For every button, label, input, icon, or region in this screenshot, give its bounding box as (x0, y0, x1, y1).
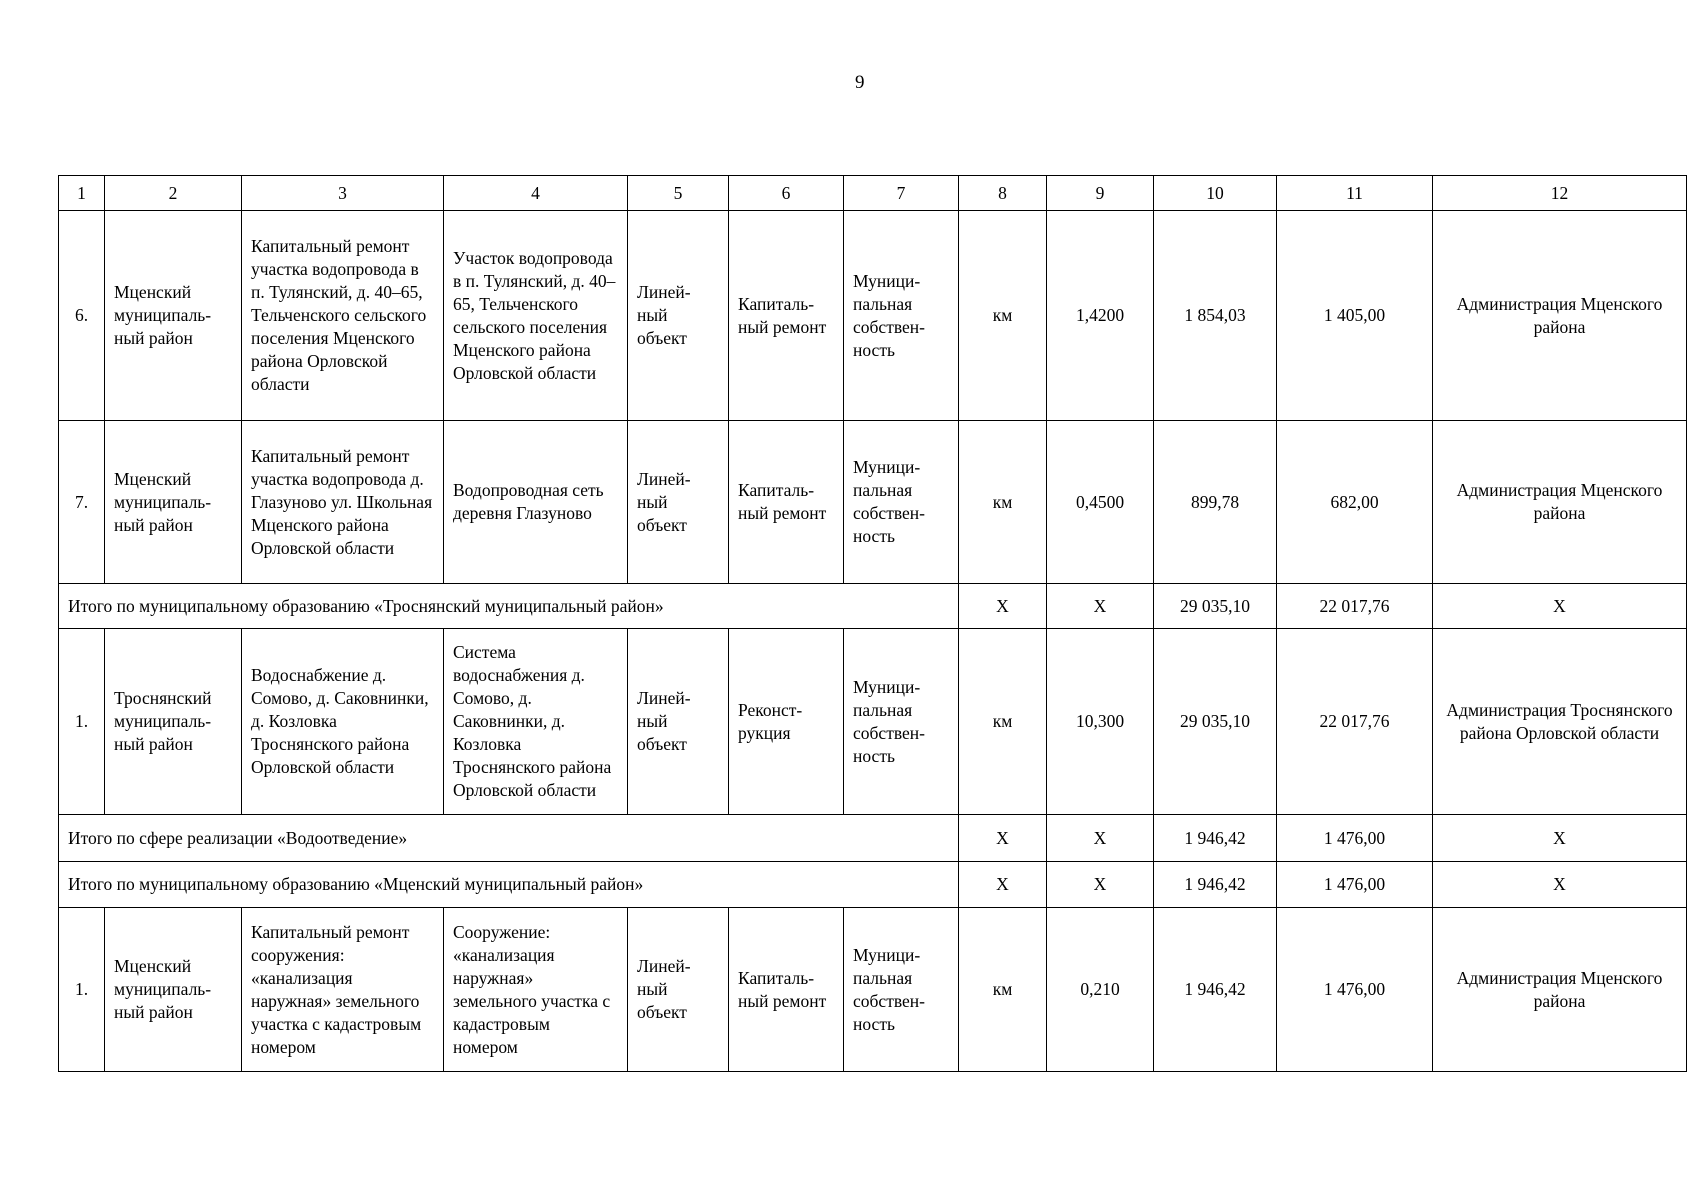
table-cell: Муници-пальная собствен-ность (843, 628, 959, 815)
total-cell: Х (1046, 583, 1154, 629)
table-row: 1. Мценский муниципаль-ный район Капитальн… (58, 907, 1687, 1072)
table-cell: 1 946,42 (1153, 907, 1277, 1072)
column-header: 5 (627, 175, 729, 211)
table-row: 6. Мценский муниципаль-ный район Капитальн… (58, 210, 1687, 421)
table-cell: 1. (58, 907, 105, 1072)
total-cell: Х (1046, 861, 1154, 908)
table-cell: Капитальный ремонт участка водопровода д… (241, 420, 444, 584)
table-cell: Линей-ный объект (627, 628, 729, 815)
table-cell: км (958, 628, 1047, 815)
table-cell: Линей-ный объект (627, 210, 729, 421)
table-cell: Мценский муниципаль-ный район (104, 210, 242, 421)
page-number: 9 (855, 72, 865, 93)
table-cell: 1,4200 (1046, 210, 1154, 421)
table-cell: 0,4500 (1046, 420, 1154, 584)
table-cell: Муници-пальная собствен-ность (843, 420, 959, 584)
header-row: 1 2 3 4 5 6 7 8 9 10 11 12 (58, 175, 1687, 211)
total-cell: 1 476,00 (1276, 861, 1433, 908)
total-row: Итого по муниципальному образованию «Мце… (58, 861, 1687, 908)
table-cell: Капиталь-ный ремонт (728, 907, 844, 1072)
total-cell: 1 476,00 (1276, 814, 1433, 862)
table-cell: Водопроводная сеть деревня Глазуново (443, 420, 628, 584)
table-cell: Администрация Мценского района (1432, 907, 1687, 1072)
total-label: Итого по муниципальному образованию «Тро… (58, 583, 959, 629)
table-cell: Линей-ный объект (627, 907, 729, 1072)
data-table: 1 2 3 4 5 6 7 8 9 10 11 12 6. Мценский муниципаль-ный… (58, 175, 1687, 1072)
column-header: 1 (58, 175, 105, 211)
table-cell: 7. (58, 420, 105, 584)
total-cell: Х (1432, 814, 1687, 862)
table-row: 1. Троснянский муниципаль-ный район Водосн… (58, 628, 1687, 815)
total-cell: Х (1432, 861, 1687, 908)
table-cell: км (958, 420, 1047, 584)
table-cell: Реконст-рукция (728, 628, 844, 815)
table-cell: Сооружение: «канализация наружная» земел… (443, 907, 628, 1072)
total-cell: 22 017,76 (1276, 583, 1433, 629)
table-cell: км (958, 907, 1047, 1072)
table-cell: Муници-пальная собствен-ность (843, 907, 959, 1072)
table-cell: 1 854,03 (1153, 210, 1277, 421)
table-cell: 1 476,00 (1276, 907, 1433, 1072)
column-header: 6 (728, 175, 844, 211)
table-cell: Мценский муниципаль-ный район (104, 420, 242, 584)
table-cell: Администрация Мценского района (1432, 420, 1687, 584)
total-cell: Х (1046, 814, 1154, 862)
table-cell: 22 017,76 (1276, 628, 1433, 815)
table-cell: Мценский муниципаль-ный район (104, 907, 242, 1072)
table-cell: Капиталь-ный ремонт (728, 210, 844, 421)
table-cell: 29 035,10 (1153, 628, 1277, 815)
table-cell: 1. (58, 628, 105, 815)
total-label: Итого по муниципальному образованию «Мце… (58, 861, 959, 908)
total-row: Итого по сфере реализации «Водоотведение… (58, 814, 1687, 862)
table-cell: Капитальный ремонт участка водопровода в… (241, 210, 444, 421)
column-header: 9 (1046, 175, 1154, 211)
table-cell: Троснянский муниципаль-ный район (104, 628, 242, 815)
table-cell: 899,78 (1153, 420, 1277, 584)
total-row: Итого по муниципальному образованию «Тро… (58, 583, 1687, 629)
table-cell: Система водоснабжения д. Сомово, д. Сако… (443, 628, 628, 815)
column-header: 2 (104, 175, 242, 211)
column-header: 12 (1432, 175, 1687, 211)
total-label: Итого по сфере реализации «Водоотведение… (58, 814, 959, 862)
column-header: 10 (1153, 175, 1277, 211)
total-cell: 29 035,10 (1153, 583, 1277, 629)
column-header: 11 (1276, 175, 1433, 211)
table-cell: Водоснабжение д. Сомово, д. Саковнинки, … (241, 628, 444, 815)
total-cell: 1 946,42 (1153, 861, 1277, 908)
table-cell: 0,210 (1046, 907, 1154, 1072)
total-cell: Х (1432, 583, 1687, 629)
table-cell: 10,300 (1046, 628, 1154, 815)
table-cell: Администрация Троснянского района Орловс… (1432, 628, 1687, 815)
table-cell: 1 405,00 (1276, 210, 1433, 421)
table-cell: Участок водопровода в п. Тулянский, д. 4… (443, 210, 628, 421)
column-header: 7 (843, 175, 959, 211)
table-cell: Капитальный ремонт сооружения: «канализа… (241, 907, 444, 1072)
table-cell: Муници-пальная собствен-ность (843, 210, 959, 421)
table-cell: км (958, 210, 1047, 421)
column-header: 8 (958, 175, 1047, 211)
table-row: 7. Мценский муниципаль-ный район Капитальн… (58, 420, 1687, 584)
table-cell: 6. (58, 210, 105, 421)
table-cell: Администрация Мценского района (1432, 210, 1687, 421)
table-cell: 682,00 (1276, 420, 1433, 584)
total-cell: 1 946,42 (1153, 814, 1277, 862)
total-cell: Х (958, 814, 1047, 862)
table-cell: Линей-ный объект (627, 420, 729, 584)
total-cell: Х (958, 583, 1047, 629)
column-header: 3 (241, 175, 444, 211)
total-cell: Х (958, 861, 1047, 908)
table-cell: Капиталь-ный ремонт (728, 420, 844, 584)
column-header: 4 (443, 175, 628, 211)
